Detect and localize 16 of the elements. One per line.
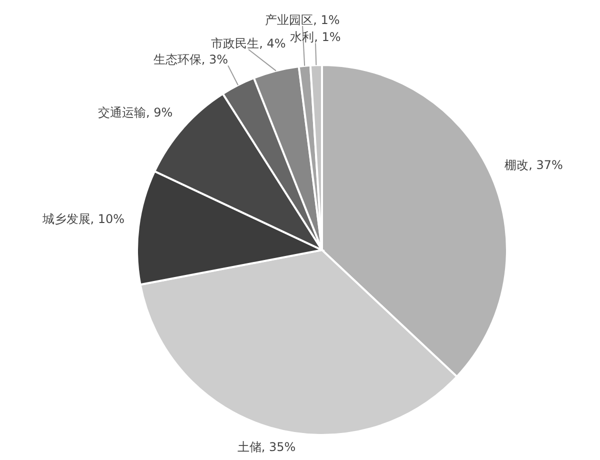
- data-label: , 35%: [261, 440, 296, 454]
- data-label: , 4%: [259, 36, 286, 51]
- slice-label: 水利: [290, 30, 314, 44]
- data-label: , 3%: [201, 52, 228, 67]
- slice-label: 棚改: [504, 158, 529, 172]
- slice-label: 市政民生: [211, 36, 260, 51]
- slice-label: 城乡发展: [41, 212, 90, 226]
- data-label: , 37%: [528, 158, 563, 172]
- data-label: , 9%: [146, 105, 173, 120]
- data-label: , 10%: [90, 212, 125, 226]
- data-label: , 1%: [313, 12, 340, 27]
- slice-label: 生态环保: [153, 52, 202, 67]
- slice-label: 土储: [237, 440, 262, 454]
- slice-label: 交通运输: [98, 105, 146, 120]
- data-label: , 1%: [314, 30, 341, 44]
- slice-label: 产业园区: [265, 12, 314, 27]
